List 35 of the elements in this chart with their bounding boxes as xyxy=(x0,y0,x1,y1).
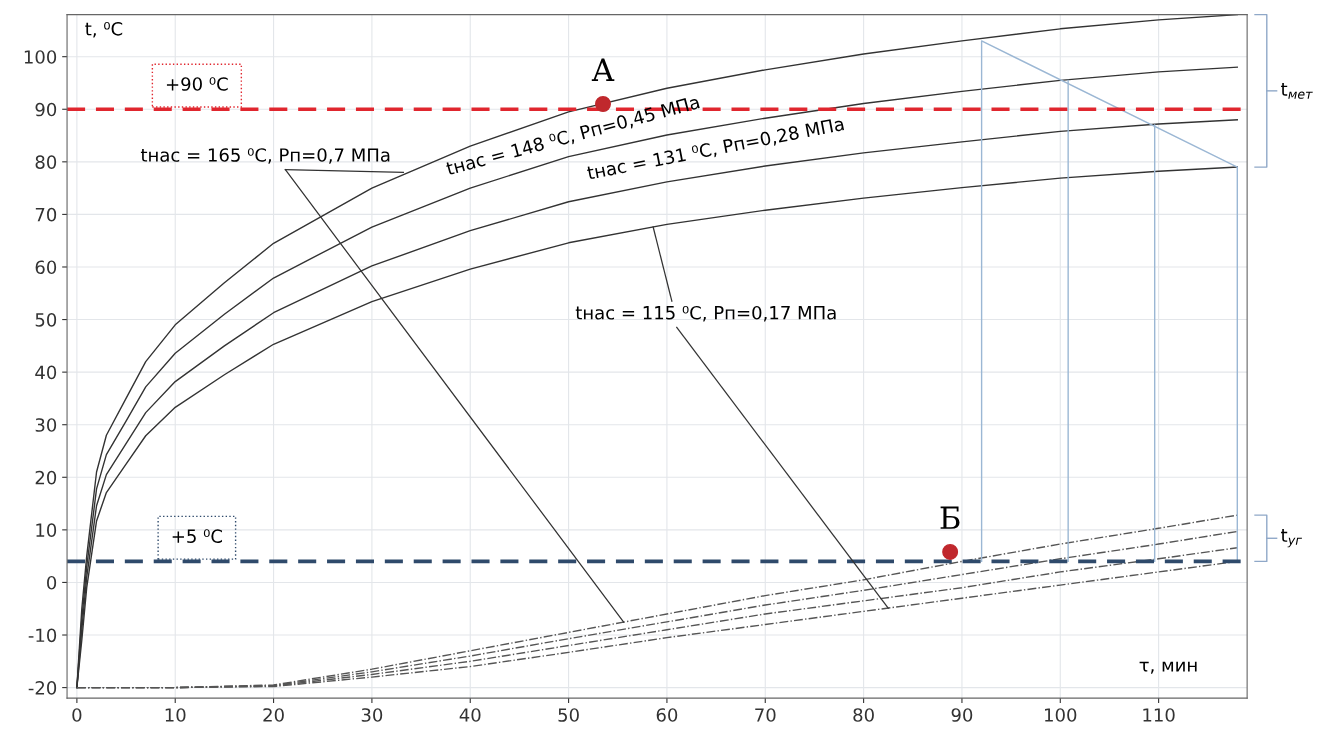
y-tick-label: 50 xyxy=(35,313,57,327)
annotation: tнас = 115 ⁰C, Pп=0,17 МПа xyxy=(575,305,836,322)
x-tick-label: 50 xyxy=(558,708,579,722)
x-tick-label: 70 xyxy=(755,708,776,722)
x-tick-label: 40 xyxy=(459,708,481,722)
x-tick-label: 100 xyxy=(1045,708,1077,722)
text: t$_{мет}$ xyxy=(1281,83,1313,99)
annotation: tнас = 165 ⁰C, Pп=0,7 МПа xyxy=(140,148,390,164)
x-tick-label: 10 xyxy=(165,708,186,722)
y-tick-label: 20 xyxy=(35,470,57,485)
text: t$_{уг}$ xyxy=(1281,529,1302,548)
y-tick-label: 40 xyxy=(35,365,57,380)
ref-line-label: +5 ⁰C xyxy=(172,529,222,543)
x-tick-label: 90 xyxy=(951,708,973,722)
y-tick-label: 90 xyxy=(35,102,57,117)
y-tick-label: 100 xyxy=(24,50,57,64)
annotation: Б xyxy=(940,506,960,529)
y-tick-label: -20 xyxy=(28,681,57,695)
y-tick-label: -10 xyxy=(28,628,57,643)
x-axis-title: τ, мин xyxy=(1139,661,1197,674)
y-tick-label: 0 xyxy=(47,575,57,590)
x-tick-label: 80 xyxy=(853,708,874,722)
annotation: А xyxy=(591,58,615,81)
y-axis-title: t, ⁰C xyxy=(85,21,123,38)
x-tick-label: 20 xyxy=(263,708,284,722)
x-tick-label: 110 xyxy=(1143,708,1175,722)
y-tick-label: 60 xyxy=(35,260,57,275)
y-tick-label: 10 xyxy=(36,523,57,537)
x-tick-label: 0 xyxy=(72,708,82,722)
ref-line-label: +90 ⁰C xyxy=(166,77,228,91)
x-tick-label: 30 xyxy=(361,708,383,722)
y-tick-label: 80 xyxy=(35,155,57,169)
y-tick-label: 30 xyxy=(35,418,57,432)
x-tick-label: 60 xyxy=(656,708,678,722)
y-tick-label: 70 xyxy=(35,207,57,222)
